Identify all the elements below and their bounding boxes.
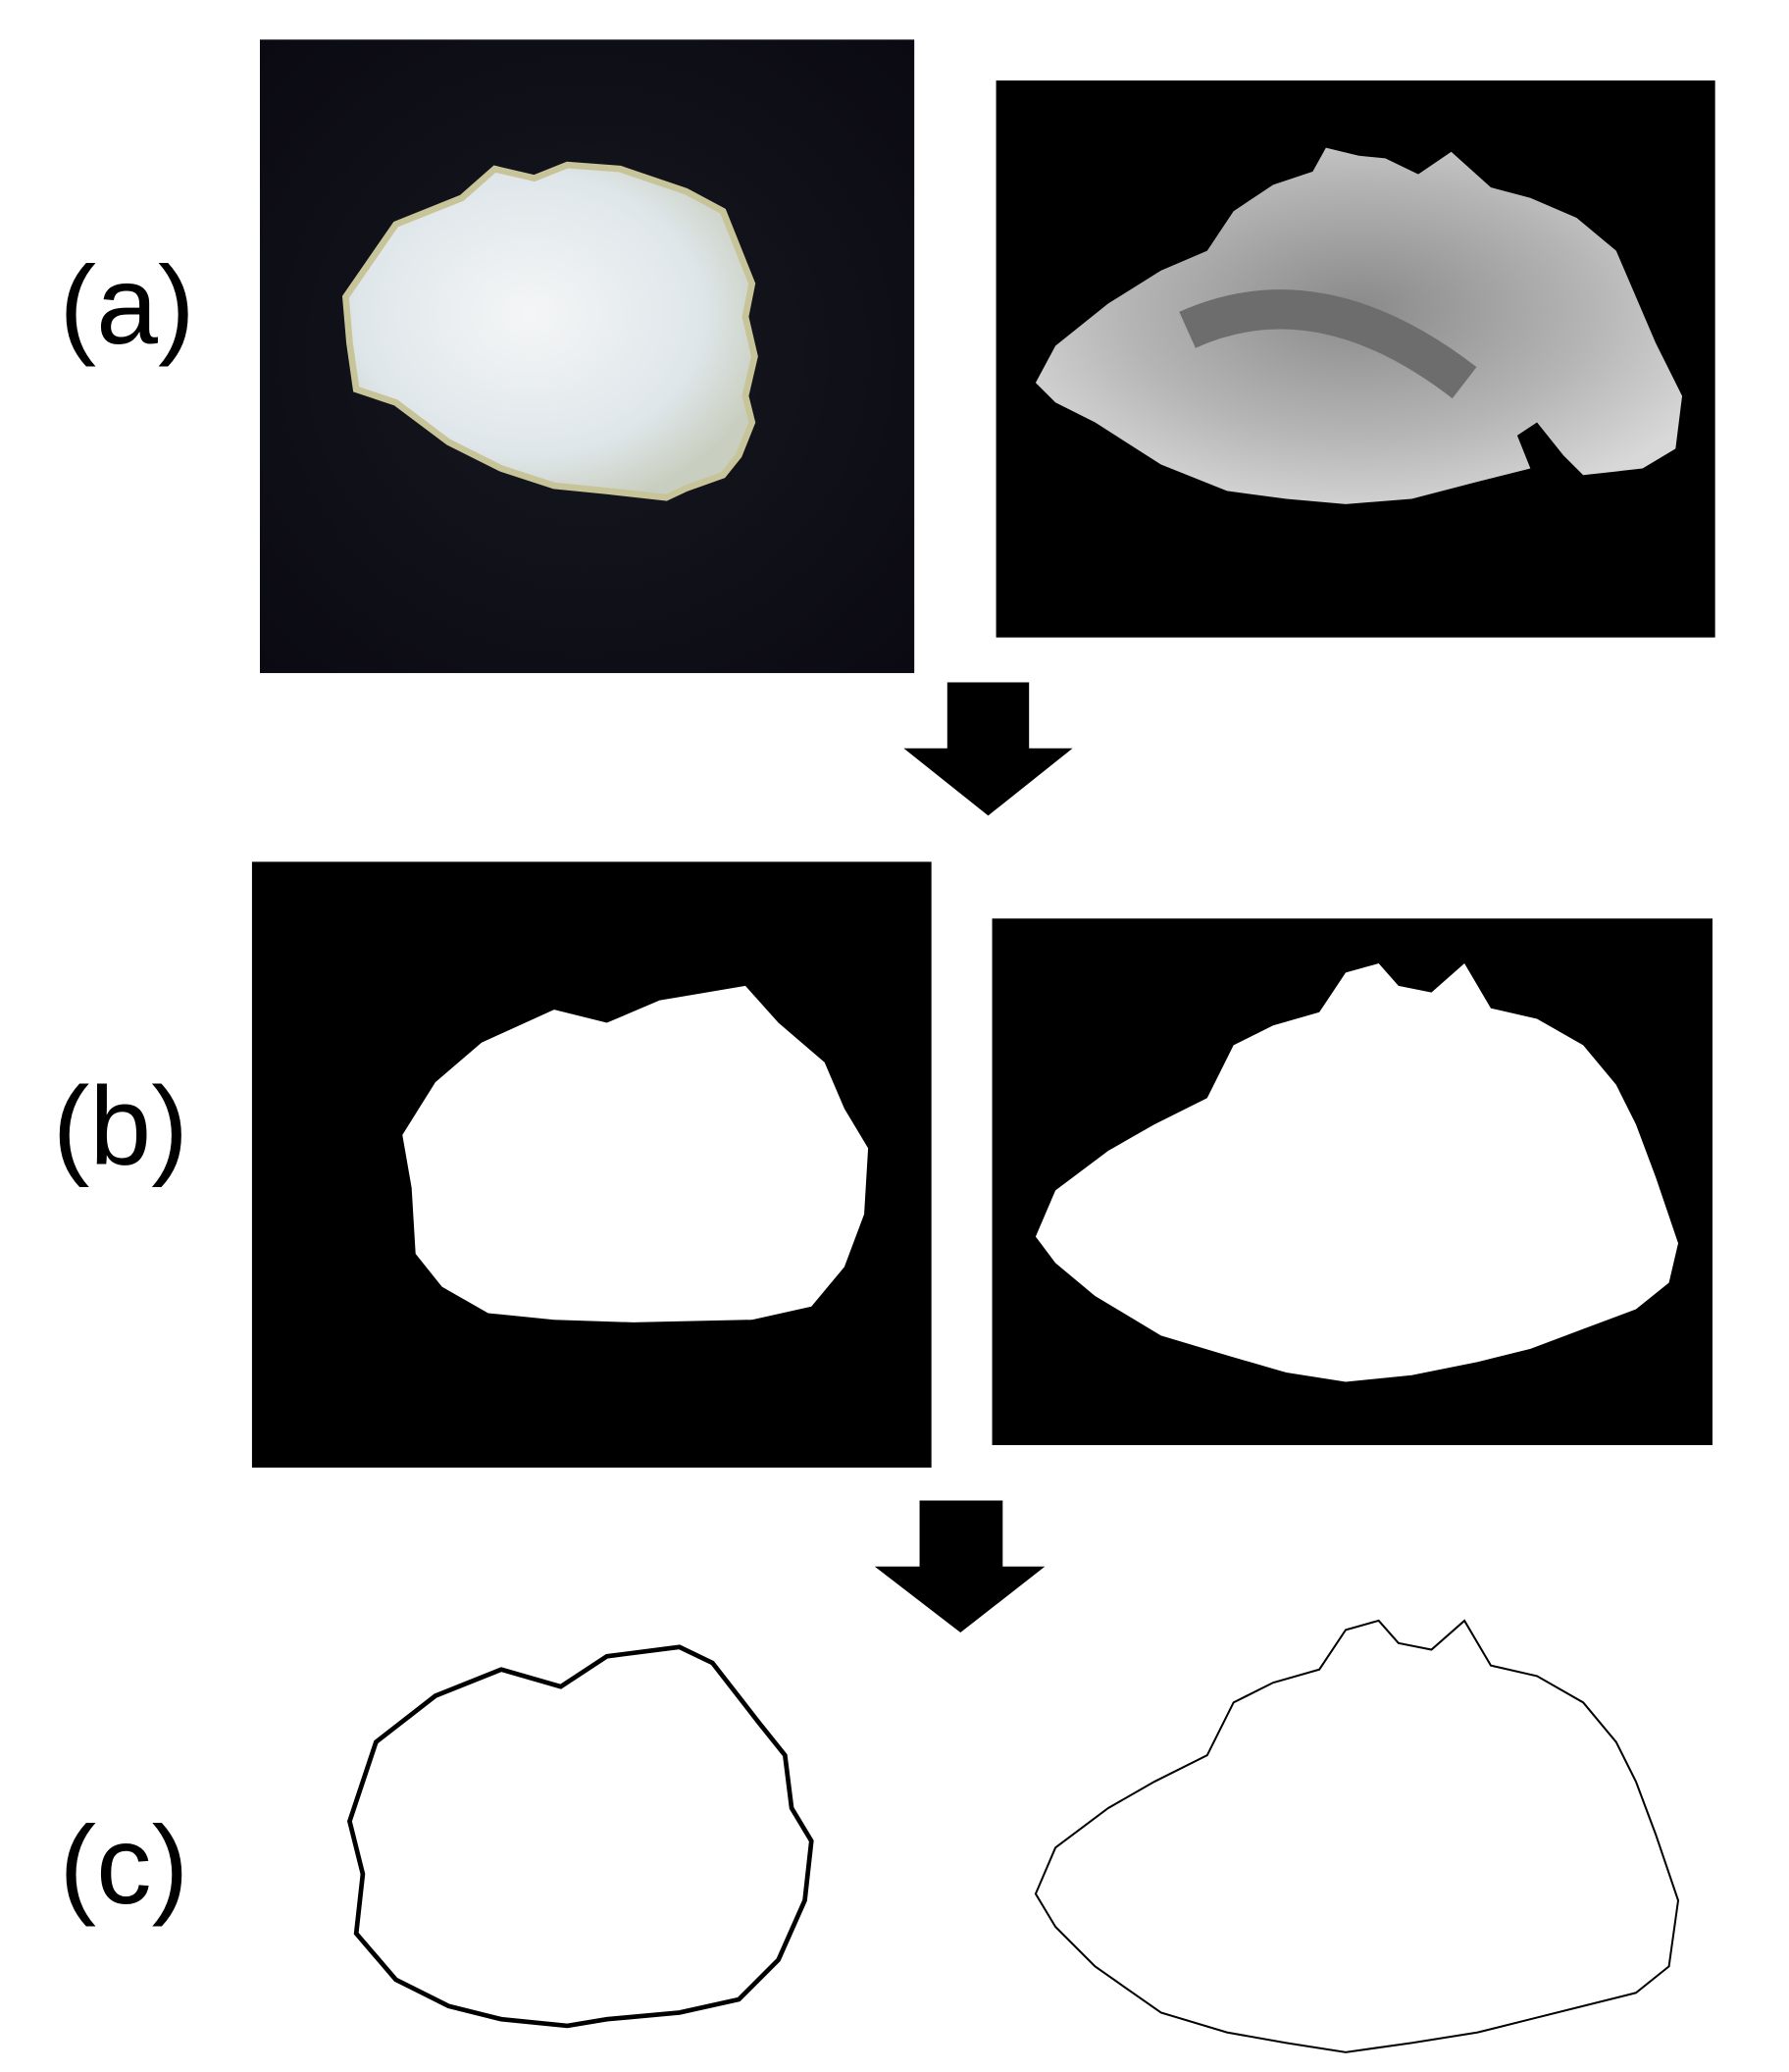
panel-label: (a)	[60, 243, 195, 367]
binary-mask	[1035, 963, 1679, 1382]
arrow	[903, 682, 1073, 816]
panel-label: (c)	[60, 1803, 189, 1927]
contour	[1034, 1619, 1680, 2053]
binary-mask	[402, 985, 869, 1322]
arrow	[874, 1500, 1046, 1633]
specimen-detail	[1179, 289, 1477, 399]
specimen-photo	[341, 161, 758, 501]
contour	[347, 1644, 814, 2029]
panel-label: (b)	[53, 1064, 188, 1188]
